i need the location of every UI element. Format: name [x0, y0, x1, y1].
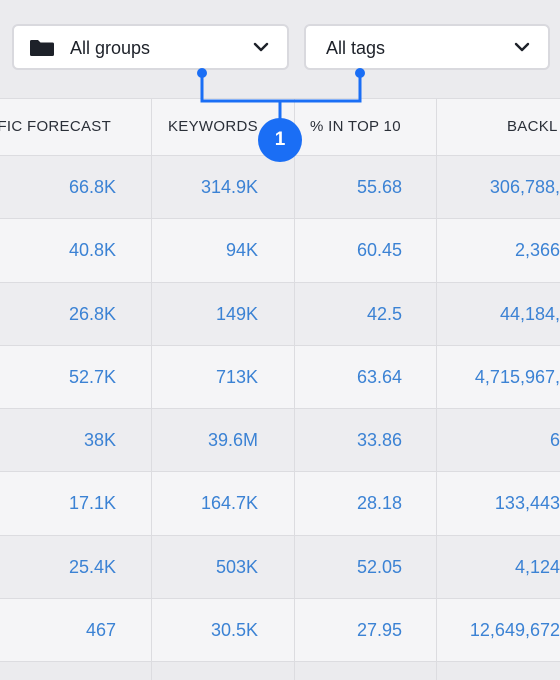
tags-dropdown-label: All tags	[326, 38, 386, 58]
cell-traffic-forecast[interactable]: 467	[85, 620, 116, 641]
cell-keywords[interactable]: 164.7K	[200, 493, 258, 514]
cell-backlinks[interactable]: 2,366	[514, 240, 560, 261]
column-divider	[436, 98, 437, 680]
cell-keywords[interactable]: 314.9K	[200, 177, 258, 197]
cell-traffic-forecast[interactable]: 40.8K	[68, 240, 116, 261]
folder-icon	[30, 40, 54, 56]
table-row[interactable]: 17.1K 164.7K 28.18 133,443	[0, 472, 560, 536]
cell-top10[interactable]: 33.86	[356, 430, 402, 451]
cell-traffic-forecast[interactable]: 26.8K	[68, 303, 116, 324]
column-divider	[151, 98, 152, 680]
cell-traffic-forecast[interactable]: 17.1K	[68, 493, 116, 514]
cell-keywords[interactable]: 713K	[215, 366, 258, 387]
filter-bar: All groups All tags	[0, 0, 560, 100]
cell-top10[interactable]: 63.64	[356, 366, 402, 387]
cell-top10[interactable]: 60.45	[356, 240, 402, 261]
cell-backlinks[interactable]: 4,715,967,	[474, 366, 560, 387]
callout-connector	[197, 68, 365, 120]
table-row[interactable]: 26.8K 149K 42.5 44,184,	[0, 282, 560, 346]
callout-badge: 1	[258, 118, 302, 162]
cell-top10[interactable]: 52.05	[356, 556, 402, 577]
chevron-down-icon	[253, 42, 269, 52]
table-row[interactable]: 38K 39.6M 33.86 6	[0, 409, 560, 473]
cell-keywords[interactable]: 149K	[215, 303, 258, 324]
tags-dropdown[interactable]: All tags	[304, 24, 550, 70]
table-row[interactable]: 25.4K 503K 52.05 4,124	[0, 535, 560, 600]
cell-top10[interactable]: 55.68	[356, 177, 402, 197]
cell-traffic-forecast[interactable]: 66.8K	[68, 177, 116, 197]
table-row[interactable]: 66.8K 314.9K 55.68 306,788,	[0, 156, 560, 220]
data-table: FFIC FORECAST KEYWORDS % IN TOP 10 BACKL…	[0, 98, 560, 680]
table-row[interactable]: 52.7K 713K 63.64 4,715,967,	[0, 345, 560, 410]
cell-keywords[interactable]: 94K	[225, 240, 258, 261]
column-header-traffic-forecast[interactable]: FFIC FORECAST	[0, 118, 112, 135]
chevron-down-icon	[514, 42, 530, 52]
cell-backlinks[interactable]: 44,184,	[499, 303, 560, 324]
cell-traffic-forecast[interactable]: 52.7K	[68, 366, 116, 387]
cell-traffic-forecast[interactable]: 38K	[83, 430, 116, 451]
groups-dropdown[interactable]: All groups	[12, 24, 289, 70]
table-row[interactable]: 467 30.5K 27.95 12,649,672	[0, 599, 560, 663]
cell-top10[interactable]: 28.18	[356, 493, 402, 514]
cell-traffic-forecast[interactable]: 25.4K	[68, 556, 116, 577]
cell-keywords[interactable]: 503K	[215, 556, 258, 577]
cell-backlinks[interactable]: 4,124	[514, 556, 560, 577]
cell-backlinks[interactable]: 12,649,672	[469, 620, 560, 641]
cell-keywords[interactable]: 39.6M	[207, 430, 258, 451]
table-row[interactable]: 40.8K 94K 60.45 2,366	[0, 219, 560, 283]
cell-backlinks[interactable]: 133,443	[494, 493, 560, 514]
cell-keywords[interactable]: 30.5K	[210, 620, 258, 641]
cell-backlinks[interactable]: 306,788,	[489, 177, 560, 197]
cell-top10[interactable]: 27.95	[356, 620, 402, 641]
column-header-backlinks[interactable]: BACKL	[507, 118, 558, 135]
groups-dropdown-label: All groups	[70, 38, 151, 58]
cell-top10[interactable]: 42.5	[366, 303, 402, 324]
column-header-keywords[interactable]: KEYWORDS	[168, 118, 258, 135]
cell-backlinks[interactable]: 6	[549, 430, 560, 451]
column-header-top10[interactable]: % IN TOP 10	[310, 118, 401, 135]
table-body: 66.8K 314.9K 55.68 306,788, 40.8K 94K 60.45 2,3…	[0, 156, 560, 663]
column-divider	[294, 98, 295, 680]
